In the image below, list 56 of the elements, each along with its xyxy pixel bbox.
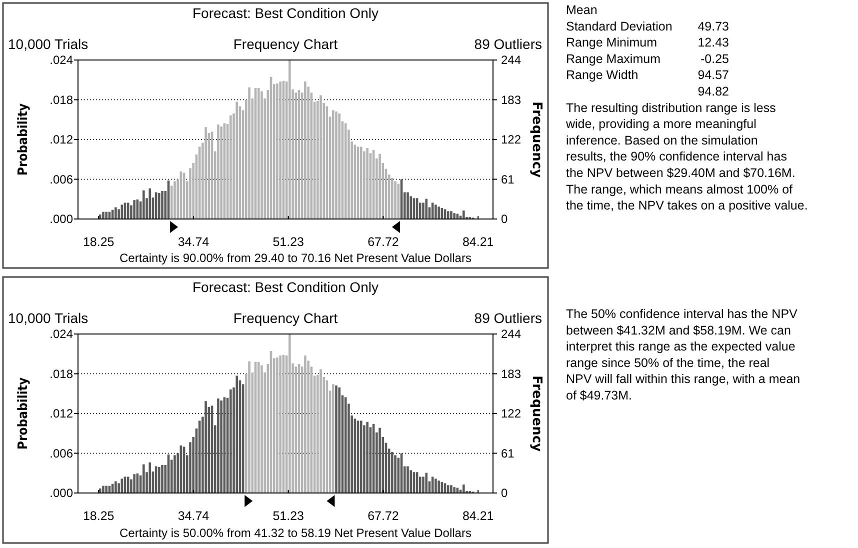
- y2-tick-label: 122: [501, 406, 522, 420]
- text: 12.43: [698, 36, 730, 50]
- text: 89 Outliers: [474, 36, 542, 52]
- y2-axis-title: Frequency: [529, 375, 544, 452]
- chart-subtitle: Frequency Chart: [233, 310, 338, 326]
- text: 10,000 Trials: [8, 36, 88, 52]
- y2-axis-title: Frequency: [529, 101, 544, 178]
- x-tick-label: 18.25: [82, 235, 114, 249]
- x-tick-label: 84.21: [462, 509, 494, 523]
- text: Range Maximum: [566, 52, 660, 66]
- y-tick-label: .024: [50, 327, 74, 341]
- chart-subtitle: Frequency Chart: [233, 36, 338, 52]
- text: 49.73: [698, 19, 730, 34]
- y2-tick-label: 183: [501, 92, 522, 107]
- x-tick-label: 34.74: [178, 235, 210, 249]
- y2-tick-label: 183: [501, 366, 522, 381]
- text: Mean: [566, 3, 598, 17]
- text: Range Width: [566, 68, 638, 82]
- text: 94.82: [698, 84, 730, 98]
- y-tick-label: .024: [50, 53, 74, 67]
- y2-tick-label: 122: [501, 132, 522, 146]
- y2-tick-label: 244: [501, 53, 522, 67]
- chart-title: Forecast: Best Condition Only: [192, 279, 378, 295]
- y2-tick-label: 61: [501, 172, 515, 186]
- x-tick-label: 34.74: [178, 509, 210, 523]
- text: Certainty is 50.00% from 41.32 to 58.19 Net Present Value Dollars: [120, 526, 472, 540]
- x-tick-label: 18.25: [82, 509, 114, 523]
- y-tick-label: .018: [50, 366, 74, 381]
- y-tick-label: .018: [50, 92, 74, 107]
- y-tick-label: .000: [50, 486, 74, 500]
- text: The resulting distribution range is less wide, providing a more meaningful inference. Based on the simulation results, the 90% confidence interval has the NPV between $29.40M and $70.16M. The range, which means almost 100% of the time, the NPV takes on a positive value.: [565, 100, 808, 213]
- text: -0.25: [700, 52, 730, 66]
- text: 89 Outliers: [474, 310, 542, 326]
- text: Standard Deviation: [566, 19, 672, 34]
- text: 10,000 Trials: [8, 310, 88, 326]
- y2-tick-label: 61: [501, 446, 515, 460]
- y-axis-title: Probability: [16, 103, 31, 176]
- y2-tick-label: 244: [501, 327, 522, 341]
- x-tick-label: 67.72: [368, 509, 399, 523]
- chart-title: Forecast: Best Condition Only: [192, 5, 378, 21]
- y-tick-label: .000: [50, 212, 74, 226]
- y2-tick-label: 0: [501, 486, 508, 500]
- text: The 50% confidence interval has the NPV between $41.32M and $58.19M. We can interpret this range as the expected value range since 50% of the time, the real NPV will fall within this range, with a mean of $49.73M.: [566, 307, 800, 402]
- y-tick-label: .012: [50, 406, 74, 420]
- x-tick-label: 67.72: [368, 235, 399, 249]
- x-tick-label: 84.21: [462, 235, 494, 249]
- text: Range Minimum: [566, 36, 658, 50]
- y-tick-label: .012: [50, 132, 74, 146]
- y-tick-label: .006: [50, 446, 74, 460]
- y2-tick-label: 0: [501, 212, 508, 226]
- text: 94.57: [698, 68, 730, 82]
- y-tick-label: .006: [50, 172, 74, 186]
- y-axis-title: Probability: [16, 377, 31, 450]
- x-tick-label: 51.23: [272, 509, 304, 523]
- text: Certainty is 90.00% from 29.40 to 70.16 Net Present Value Dollars: [120, 251, 472, 265]
- x-tick-label: 51.23: [272, 235, 304, 249]
